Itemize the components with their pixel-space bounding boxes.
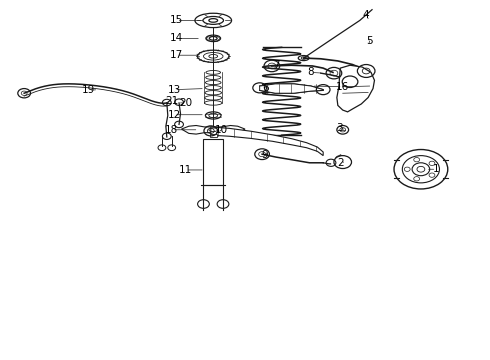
- Polygon shape: [203, 139, 223, 185]
- Text: 11: 11: [179, 165, 192, 175]
- Text: 14: 14: [170, 33, 183, 43]
- Text: 6: 6: [263, 83, 270, 93]
- Polygon shape: [181, 126, 245, 134]
- Text: 3: 3: [336, 123, 343, 133]
- Text: 13: 13: [168, 85, 181, 95]
- Text: 18: 18: [165, 125, 178, 135]
- Text: 21: 21: [165, 96, 178, 106]
- Text: 4: 4: [363, 10, 369, 20]
- Polygon shape: [337, 65, 374, 112]
- Text: 15: 15: [170, 15, 183, 26]
- Text: 12: 12: [168, 110, 181, 120]
- Text: 7: 7: [273, 60, 280, 70]
- Text: 10: 10: [215, 125, 228, 135]
- Text: 17: 17: [170, 50, 183, 60]
- Text: 20: 20: [179, 98, 192, 108]
- Polygon shape: [211, 127, 323, 156]
- Text: 16: 16: [336, 82, 349, 92]
- Text: 2: 2: [337, 158, 343, 168]
- Text: 19: 19: [82, 85, 95, 95]
- Text: 5: 5: [367, 36, 373, 46]
- Circle shape: [334, 156, 351, 168]
- Polygon shape: [210, 134, 217, 137]
- Text: 8: 8: [308, 67, 314, 77]
- Text: 9: 9: [261, 150, 268, 160]
- Text: 1: 1: [433, 164, 440, 174]
- Polygon shape: [260, 84, 323, 93]
